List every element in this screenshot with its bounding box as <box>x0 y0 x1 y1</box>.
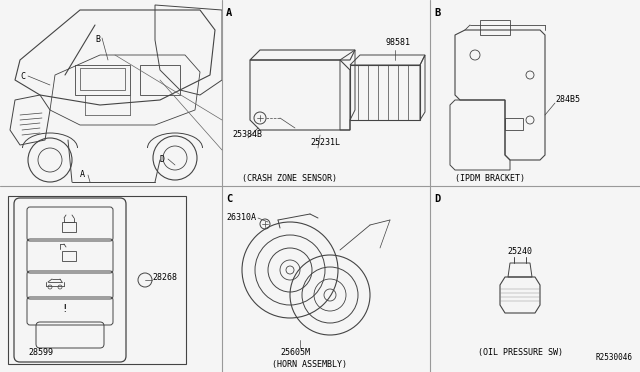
Text: (HORN ASSEMBLY): (HORN ASSEMBLY) <box>273 360 348 369</box>
Text: (CRASH ZONE SENSOR): (CRASH ZONE SENSOR) <box>243 174 337 183</box>
Text: !: ! <box>61 304 68 314</box>
Text: 284B5: 284B5 <box>555 96 580 105</box>
Text: 25605M: 25605M <box>280 348 310 357</box>
Text: B: B <box>95 35 100 44</box>
Text: C: C <box>20 72 25 81</box>
Text: B: B <box>434 8 440 18</box>
Text: 25231L: 25231L <box>310 138 340 147</box>
Bar <box>62 222 76 232</box>
Text: (IPDM BRACKET): (IPDM BRACKET) <box>455 174 525 183</box>
Bar <box>505 118 523 130</box>
Text: 28599: 28599 <box>28 348 53 357</box>
Text: R2530046: R2530046 <box>595 353 632 362</box>
Text: A: A <box>226 8 232 18</box>
Text: 25384B: 25384B <box>232 130 262 139</box>
Text: 98581: 98581 <box>385 38 410 47</box>
Text: 28268: 28268 <box>152 273 177 282</box>
Bar <box>480 20 510 35</box>
Bar <box>75 65 130 95</box>
Text: D: D <box>160 155 165 164</box>
Bar <box>8 196 186 364</box>
Text: C: C <box>226 194 232 204</box>
Text: A: A <box>80 170 85 179</box>
Bar <box>62 251 76 261</box>
Bar <box>80 68 125 90</box>
Text: 26310A: 26310A <box>226 213 256 222</box>
Bar <box>140 65 180 95</box>
Text: 25240: 25240 <box>508 247 532 256</box>
Text: D: D <box>434 194 440 204</box>
Text: (OIL PRESSURE SW): (OIL PRESSURE SW) <box>477 348 563 357</box>
